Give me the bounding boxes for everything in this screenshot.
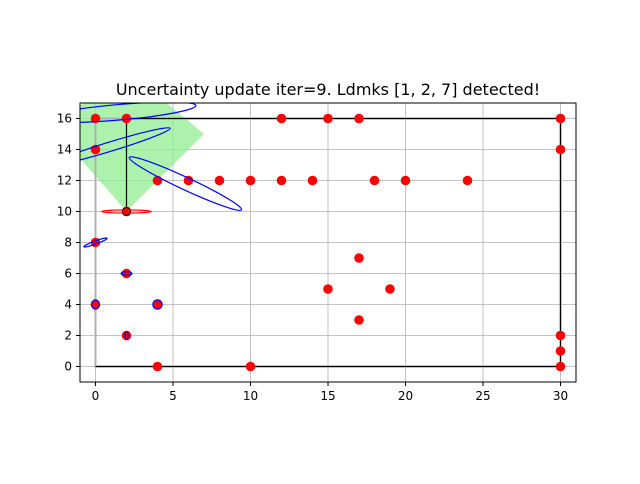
landmark-point xyxy=(555,346,566,356)
y-tick-label: 6 xyxy=(64,267,72,281)
landmark-point xyxy=(400,175,411,186)
uncertainty-ellipse xyxy=(80,127,171,166)
landmark-point xyxy=(90,113,101,124)
landmark-point xyxy=(214,175,225,186)
x-tick-label: 25 xyxy=(475,389,490,403)
landmark-point xyxy=(323,113,333,124)
detected-ellipse xyxy=(101,209,152,214)
x-tick-label: 0 xyxy=(92,389,100,403)
landmark-point xyxy=(90,299,101,310)
landmark-point xyxy=(152,361,163,372)
landmark-point xyxy=(385,284,395,294)
landmark-point xyxy=(462,175,473,186)
landmark-point xyxy=(555,113,566,124)
uncertainty-ellipse xyxy=(128,156,243,211)
y-tick-label: 2 xyxy=(64,329,72,343)
landmark-point xyxy=(354,315,364,325)
x-tick-label: 10 xyxy=(243,389,258,403)
y-tick-label: 4 xyxy=(64,298,72,312)
landmark-point xyxy=(555,144,566,155)
landmark-point xyxy=(323,284,333,294)
landmark-point xyxy=(121,206,132,217)
y-tick-label: 16 xyxy=(57,112,72,126)
landmark-point xyxy=(276,175,287,186)
y-tick-label: 0 xyxy=(64,360,72,374)
plot-content xyxy=(80,103,576,382)
landmark-point xyxy=(121,330,132,341)
landmark-point xyxy=(555,361,566,372)
x-tick-label: 15 xyxy=(320,389,335,403)
uncertainty-ellipse xyxy=(80,103,197,124)
uncertainty-ellipse xyxy=(91,299,100,310)
y-tick-label: 12 xyxy=(57,174,72,188)
y-tick-label: 14 xyxy=(57,143,72,157)
x-tick-label: 20 xyxy=(398,389,413,403)
chart-title: Uncertainty update iter=9. Ldmks [1, 2, … xyxy=(116,80,540,99)
landmark-point xyxy=(245,175,256,186)
robot-pose-marker xyxy=(122,207,131,216)
landmark-point xyxy=(354,113,364,124)
landmark-point xyxy=(121,113,132,124)
x-tick-label: 5 xyxy=(169,389,177,403)
uncertainty-ellipse xyxy=(120,271,133,276)
y-tick-label: 8 xyxy=(64,236,72,250)
landmark-point xyxy=(555,330,566,341)
y-tick-label: 10 xyxy=(57,205,72,219)
field-of-view xyxy=(80,103,204,212)
landmark-point xyxy=(369,175,380,186)
plot-area: 0 5 10 15 20 25 30 0 2 4 6 8 10 12 14 16 xyxy=(57,102,577,403)
landmark-point xyxy=(354,253,364,263)
landmark-point xyxy=(121,268,132,279)
uncertainty-ellipse xyxy=(152,299,163,310)
uncertainty-ellipse xyxy=(124,331,129,340)
landmark-point xyxy=(183,175,194,186)
uncertainty-ellipse xyxy=(83,237,108,248)
landmark-point xyxy=(276,113,287,124)
landmark-point xyxy=(245,361,256,372)
x-tick-label: 30 xyxy=(553,389,568,403)
landmark-point xyxy=(152,299,163,310)
landmark-point xyxy=(307,175,318,186)
